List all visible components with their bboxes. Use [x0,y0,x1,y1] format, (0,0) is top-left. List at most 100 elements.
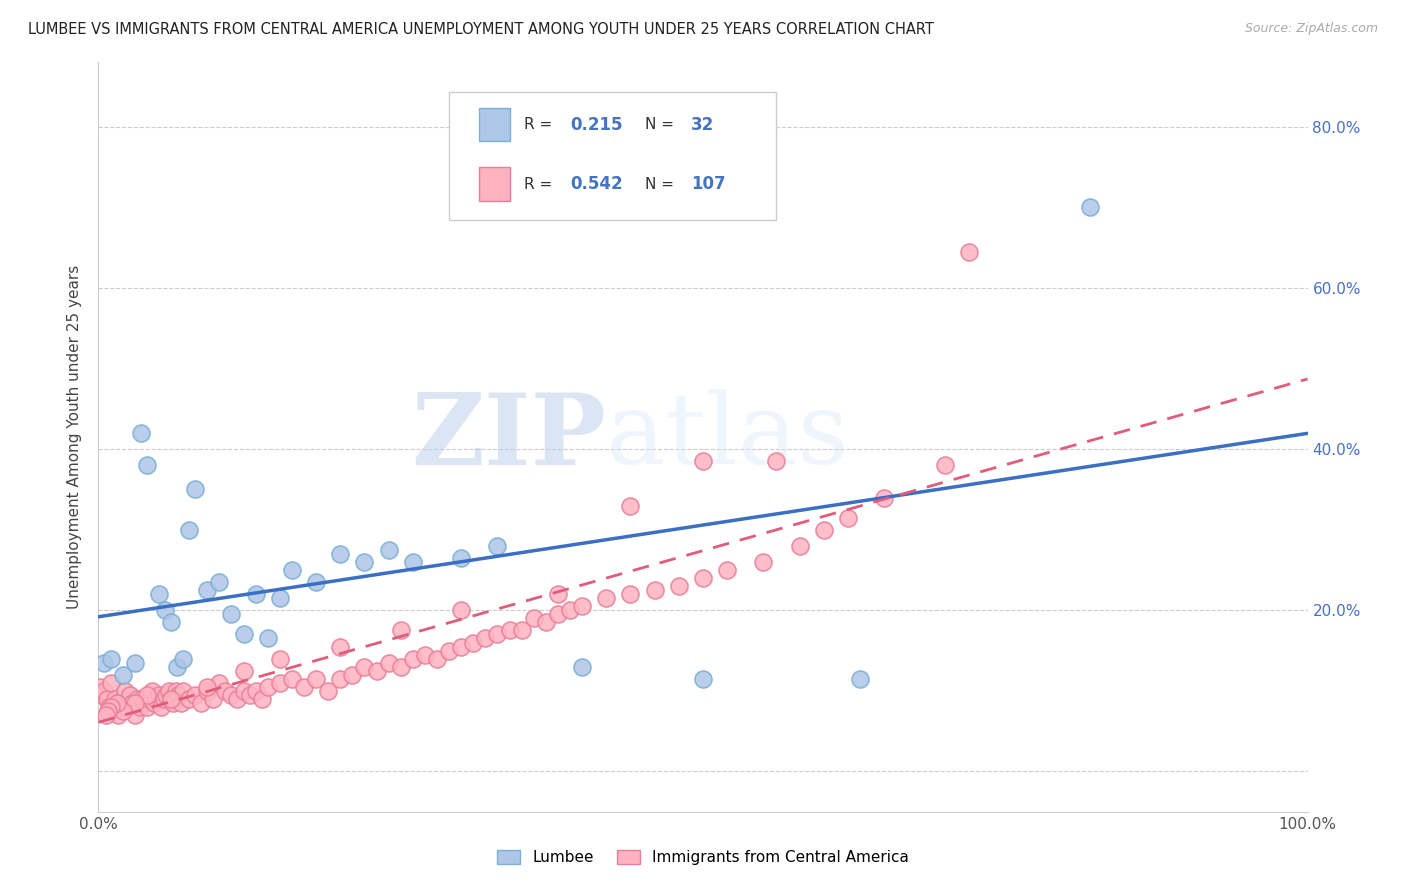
Point [1078,201,1101,215]
Text: Source: ZipAtlas.com: Source: ZipAtlas.com [1244,22,1378,36]
Point [96,692,118,706]
Point [232,684,254,698]
Point [148,688,170,702]
Point [305,672,328,686]
Point [595,591,617,606]
Point [202,692,225,706]
Point [153,603,176,617]
Point [118,688,141,702]
Point [232,627,254,641]
Point [752,555,775,569]
Point [111,692,134,706]
Point [172,651,194,665]
Y-axis label: Unemployment Among Youth under 25 years: Unemployment Among Youth under 25 years [67,265,83,609]
Point [619,499,641,513]
Text: 107: 107 [690,175,725,194]
Point [94,708,117,723]
Text: atlas: atlas [606,389,849,485]
Point [141,684,163,698]
Point [148,587,170,601]
Point [377,656,399,670]
Text: 32: 32 [690,116,714,134]
Point [162,696,184,710]
Point [98,700,121,714]
Point [692,454,714,468]
Point [208,675,231,690]
Text: ZIP: ZIP [412,389,606,485]
Point [619,587,641,601]
Point [100,651,122,665]
Point [124,708,146,723]
Point [135,458,157,473]
Point [305,575,328,590]
Point [486,539,509,553]
Point [245,587,267,601]
Point [150,700,173,714]
Point [138,692,160,706]
Point [155,688,177,702]
Point [269,651,291,665]
Point [117,700,139,714]
Text: N =: N = [645,117,679,132]
Point [104,692,127,706]
Point [145,692,167,706]
Point [534,615,557,630]
Point [692,672,714,686]
Point [124,696,146,710]
Point [426,651,449,665]
Point [221,688,243,702]
Point [450,603,472,617]
Point [214,684,236,698]
Point [166,659,188,673]
Point [474,632,496,646]
Point [498,624,520,638]
Point [208,575,231,590]
Point [668,579,690,593]
Point [184,483,207,497]
Point [135,688,157,702]
Point [91,688,114,702]
Point [329,672,352,686]
Point [157,684,180,698]
Point [179,523,201,537]
Point [329,547,352,561]
Point [269,591,291,606]
Point [89,680,111,694]
Point [256,680,278,694]
Point [152,692,174,706]
Point [389,624,412,638]
Point [107,708,129,723]
Point [134,696,156,710]
Point [510,624,533,638]
Point [100,675,122,690]
Text: 0.542: 0.542 [569,175,623,194]
Text: LUMBEE VS IMMIGRANTS FROM CENTRAL AMERICA UNEMPLOYMENT AMONG YOUTH UNDER 25 YEAR: LUMBEE VS IMMIGRANTS FROM CENTRAL AMERIC… [28,22,934,37]
Point [934,458,956,473]
Point [329,640,352,654]
Point [377,542,399,557]
Point [160,692,183,706]
Point [232,664,254,678]
Point [169,696,191,710]
Point [571,659,593,673]
Point [547,587,569,601]
Point [402,651,425,665]
Point [281,563,304,577]
Point [547,607,569,622]
Point [281,672,304,686]
Point [353,555,375,569]
Point [873,491,896,505]
Point [108,700,131,714]
Point [413,648,436,662]
Point [124,656,146,670]
FancyBboxPatch shape [479,108,509,142]
Point [111,704,134,718]
Text: N =: N = [645,177,679,192]
Point [172,684,194,698]
Point [789,539,811,553]
FancyBboxPatch shape [449,93,776,219]
Text: R =: R = [524,117,557,132]
Text: R =: R = [524,177,557,192]
Point [121,696,143,710]
Point [256,632,278,646]
